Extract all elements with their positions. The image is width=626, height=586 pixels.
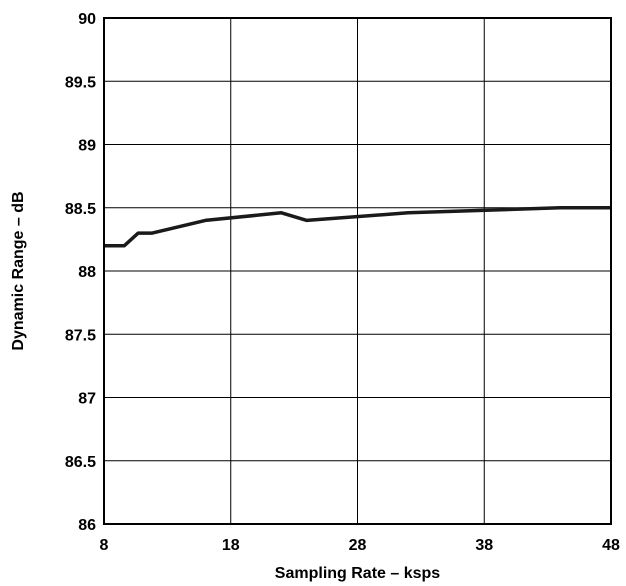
y-tick-label: 90 [78,11,96,28]
y-tick-label: 89.5 [65,74,96,91]
series-layer [104,206,611,248]
y-tick-label: 88 [78,264,96,281]
y-tick-label: 88.5 [65,201,96,218]
plot-area-frame [103,17,612,525]
y-axis-tick-labels: 86 86.5 87 87.5 88 88.5 89 89.5 90 [65,11,96,534]
x-tick-label: 48 [602,537,620,554]
x-axis-tick-labels: 8 18 28 38 48 [100,537,620,554]
series-line [104,206,611,248]
y-tick-label: 86 [78,517,96,534]
x-tick-label: 8 [100,537,109,554]
grid-lines [103,17,612,525]
x-tick-label: 28 [349,537,367,554]
x-axis-title: Sampling Rate – ksps [275,565,440,582]
x-tick-label: 38 [475,537,493,554]
y-tick-label: 89 [78,138,96,155]
y-axis-title: Dynamic Range – dB [10,191,27,350]
y-tick-label: 86.5 [65,454,96,471]
x-tick-label: 18 [222,537,240,554]
y-tick-label: 87 [78,391,96,408]
y-tick-label: 87.5 [65,327,96,344]
